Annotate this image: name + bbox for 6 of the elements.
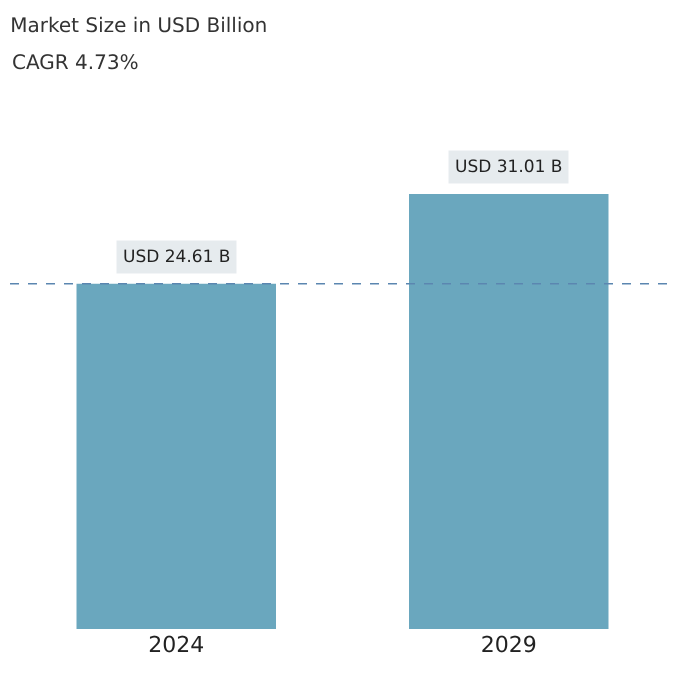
data-label: USD 31.01 B bbox=[455, 157, 562, 177]
x-tick-label: 2024 bbox=[148, 633, 204, 658]
chart-subtitle: CAGR 4.73% bbox=[12, 50, 139, 74]
x-tick-label: 2029 bbox=[480, 633, 537, 658]
data-label: USD 24.61 B bbox=[123, 247, 230, 267]
chart-title: Market Size in USD Billion bbox=[10, 13, 268, 37]
